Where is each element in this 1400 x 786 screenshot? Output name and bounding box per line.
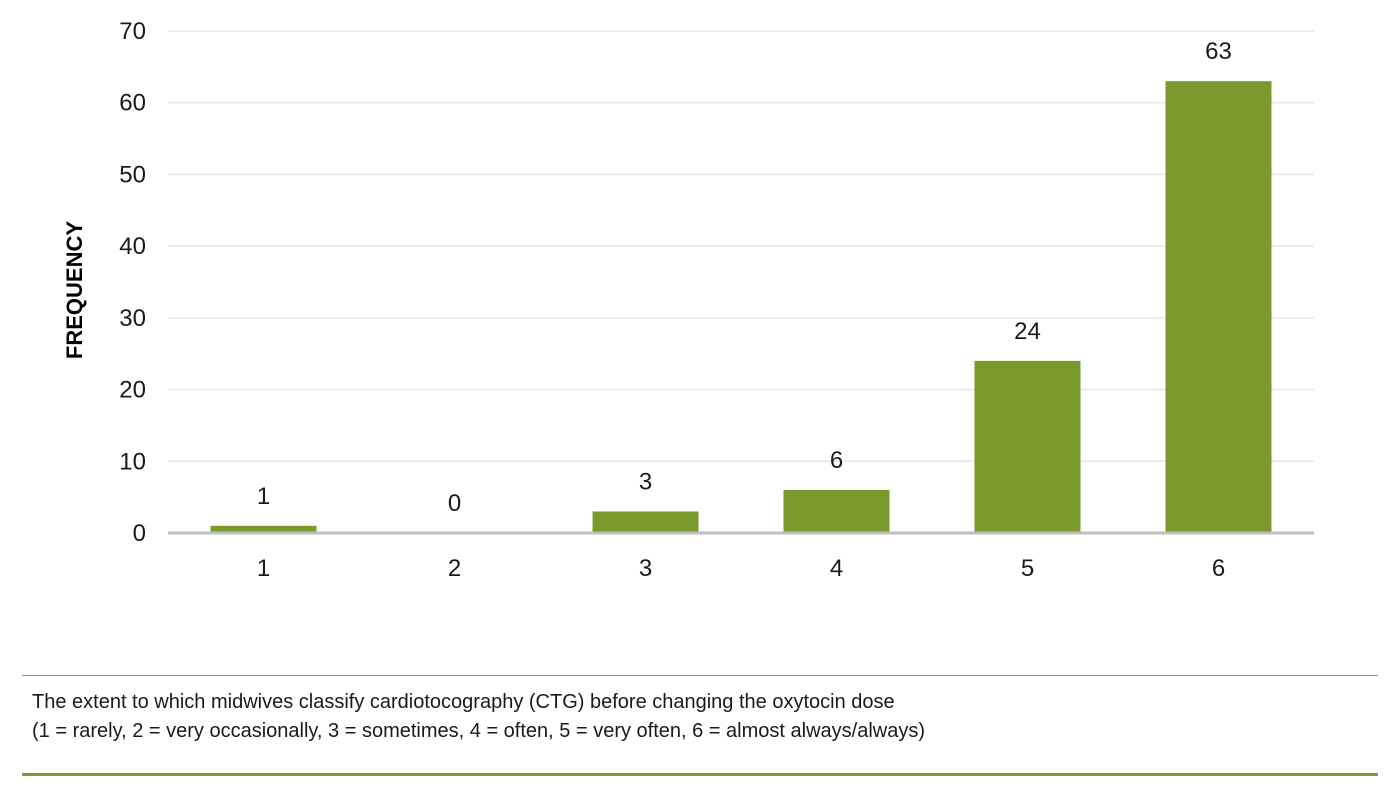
x-tick-label: 2 <box>448 555 461 582</box>
data-label-4: 6 <box>830 447 843 474</box>
y-tick-label: 40 <box>119 233 146 260</box>
caption-line-2: (1 = rarely, 2 = very occasionally, 3 = … <box>32 720 925 742</box>
data-label-1: 1 <box>257 483 270 510</box>
data-labels: 1 0 3 6 24 63 <box>257 38 1232 517</box>
y-tick-label: 50 <box>119 161 146 188</box>
caption-bottom-rule <box>22 773 1378 776</box>
bar-6 <box>1165 81 1272 533</box>
y-axis-title: FREQUENCY <box>62 221 87 359</box>
y-axis-ticks: 0 10 20 30 40 50 60 70 <box>119 18 146 547</box>
y-tick-label: 0 <box>133 520 146 547</box>
y-tick-label: 60 <box>119 90 146 117</box>
x-tick-label: 1 <box>257 555 270 582</box>
bar-3 <box>592 511 699 533</box>
data-label-2: 0 <box>448 490 461 517</box>
bar-5 <box>974 360 1081 533</box>
bars <box>210 81 1272 533</box>
y-tick-label: 10 <box>119 448 146 475</box>
figure-caption: The extent to which midwives classify ca… <box>32 688 1372 746</box>
bar-1 <box>210 525 317 533</box>
y-tick-label: 20 <box>119 377 146 404</box>
gridlines <box>168 30 1314 463</box>
data-label-6: 63 <box>1205 38 1232 65</box>
x-tick-label: 5 <box>1021 555 1034 582</box>
data-label-5: 24 <box>1014 318 1041 345</box>
y-tick-label: 30 <box>119 305 146 332</box>
caption-top-rule <box>22 675 1378 676</box>
bar-4 <box>783 489 890 533</box>
x-tick-label: 3 <box>639 555 652 582</box>
data-label-3: 3 <box>639 468 652 495</box>
x-tick-label: 4 <box>830 555 843 582</box>
x-tick-label: 6 <box>1212 555 1225 582</box>
y-tick-label: 70 <box>119 18 146 45</box>
caption-line-1: The extent to which midwives classify ca… <box>32 691 895 713</box>
x-axis-ticks: 1 2 3 4 5 6 <box>168 531 1314 582</box>
